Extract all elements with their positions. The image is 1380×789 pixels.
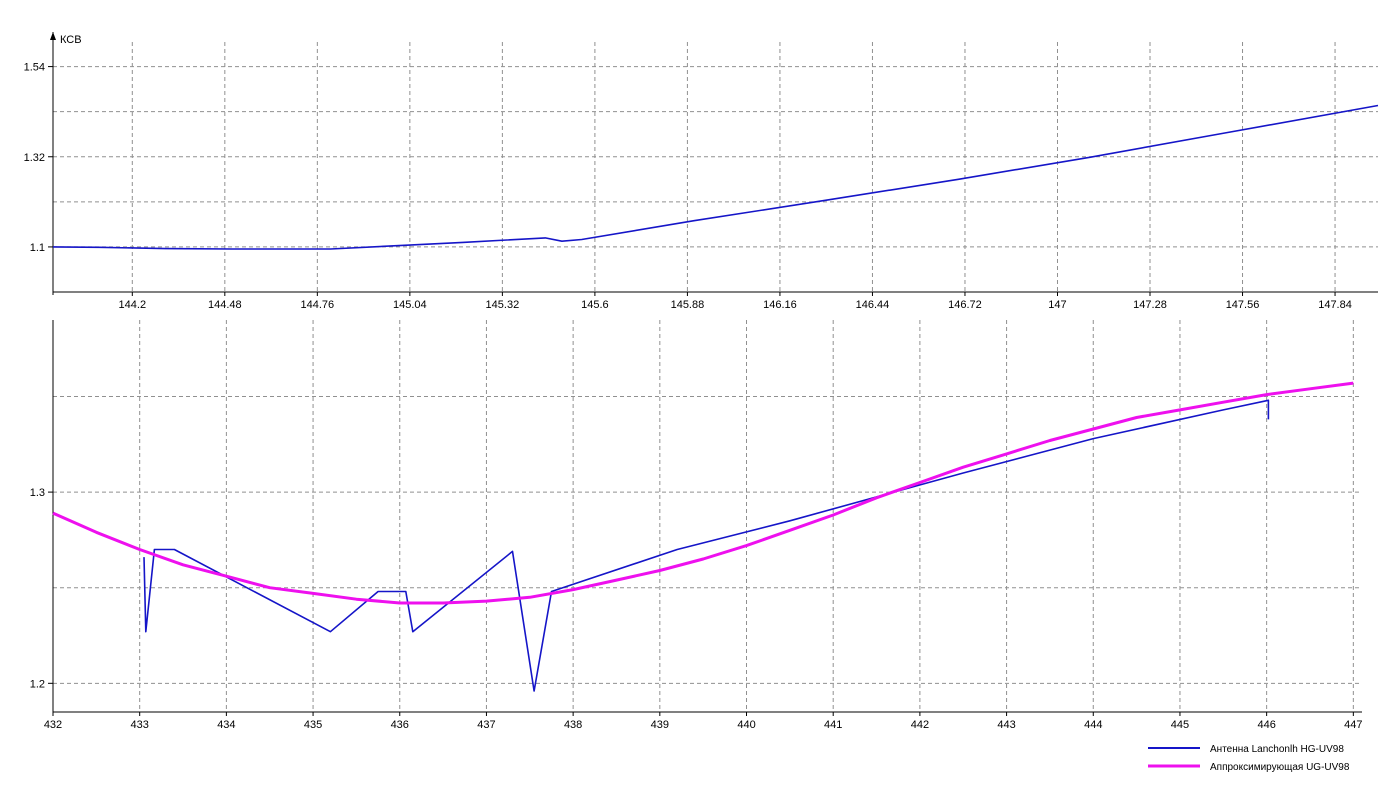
x-tick-label: 446 <box>1257 719 1275 731</box>
x-tick-label: 147.84 <box>1318 299 1352 311</box>
x-tick-label: 440 <box>737 719 755 731</box>
legend-label: Антенна Lanchonlh HG-UV98 <box>1210 744 1344 755</box>
x-tick-label: 146.72 <box>948 299 982 311</box>
y-tick-label: 1.3 <box>30 487 45 499</box>
series-line <box>52 104 1379 250</box>
y-tick-label: 1.32 <box>24 152 45 164</box>
x-tick-label: 146.44 <box>856 299 890 311</box>
x-tick-label: 146.16 <box>763 299 797 311</box>
x-tick-label: 145.32 <box>486 299 520 311</box>
x-tick-label: 145.04 <box>393 299 427 311</box>
x-tick-label: 436 <box>391 719 409 731</box>
chart-top: 144.2 144.48 144.76 145.04 145.32 145.6 145.88… <box>24 32 1379 311</box>
y-axis-arrow <box>50 32 56 40</box>
axes <box>48 320 1362 716</box>
x-tick-label: 438 <box>564 719 582 731</box>
x-tick-label: 437 <box>477 719 495 731</box>
x-tick-label: 442 <box>911 719 929 731</box>
x-tick-label: 434 <box>217 719 235 731</box>
x-tick-label: 432 <box>44 719 62 731</box>
tick-labels: 144.2 144.48 144.76 145.04 145.32 145.6 145.88… <box>24 62 1352 311</box>
legend-item: Антенна Lanchonlh HG-UV98 <box>1148 744 1344 755</box>
legend: Антенна Lanchonlh HG-UV98 Аппроксимирующ… <box>1148 744 1350 773</box>
x-tick-label: 145.6 <box>581 299 609 311</box>
grid-lines <box>53 42 1378 292</box>
y-tick-label: 1.54 <box>24 62 45 74</box>
axes <box>48 32 1378 296</box>
x-tick-label: 144.48 <box>208 299 242 311</box>
tick-labels: 432 433 434 435 436 437 438 439 440 441 442 443 444 4… <box>30 487 1363 731</box>
y-tick-label: 1.2 <box>30 678 45 690</box>
x-tick-label: 439 <box>651 719 669 731</box>
y-axis-title: КСВ <box>60 34 82 46</box>
x-tick-label: 145.88 <box>671 299 705 311</box>
series-lines <box>52 104 1379 250</box>
x-tick-label: 444 <box>1084 719 1102 731</box>
x-tick-label: 445 <box>1171 719 1189 731</box>
legend-label: Аппроксимирующая UG-UV98 <box>1210 762 1350 773</box>
x-tick-label: 433 <box>131 719 149 731</box>
x-tick-label: 447 <box>1344 719 1362 731</box>
legend-item: Аппроксимирующая UG-UV98 <box>1148 762 1350 773</box>
chart-bottom: 432 433 434 435 436 437 438 439 440 441 442 443 444 4… <box>30 320 1363 731</box>
series-lines <box>52 381 1354 692</box>
x-tick-label: 435 <box>304 719 322 731</box>
x-tick-label: 147.28 <box>1133 299 1167 311</box>
x-tick-label: 147 <box>1048 299 1066 311</box>
series-line <box>143 399 1270 692</box>
x-tick-label: 147.56 <box>1226 299 1260 311</box>
x-tick-label: 144.76 <box>301 299 335 311</box>
x-tick-label: 443 <box>997 719 1015 731</box>
y-tick-label: 1.1 <box>30 242 45 254</box>
x-tick-label: 144.2 <box>119 299 147 311</box>
series-line <box>52 381 1354 605</box>
x-tick-label: 441 <box>824 719 842 731</box>
grid-lines <box>53 320 1362 712</box>
